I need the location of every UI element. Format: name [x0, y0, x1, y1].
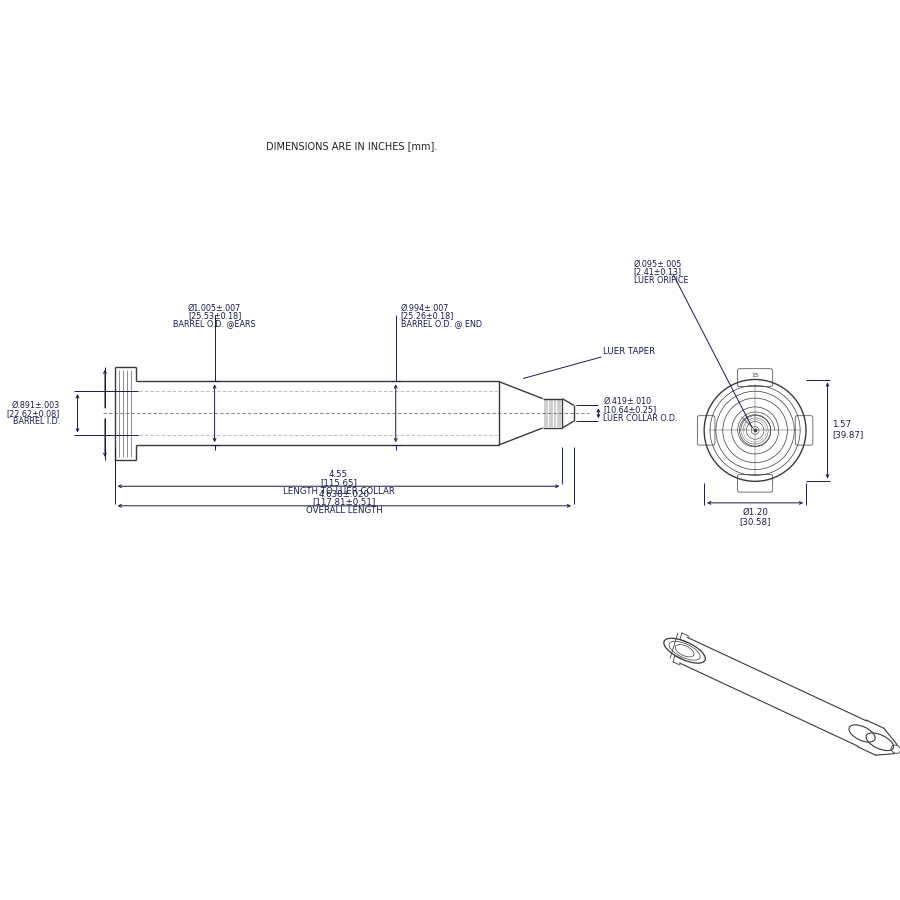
Text: Ø1.005±.007: Ø1.005±.007 [188, 303, 241, 312]
Text: DIMENSIONS ARE IN INCHES [mm].: DIMENSIONS ARE IN INCHES [mm]. [266, 141, 437, 151]
Text: [22.62±0.08]: [22.62±0.08] [6, 409, 60, 418]
Text: BARREL O.D. @EARS: BARREL O.D. @EARS [174, 320, 256, 328]
Text: Ø.994±.007: Ø.994±.007 [400, 303, 449, 312]
Text: BARREL O.D. @ END: BARREL O.D. @ END [400, 320, 482, 328]
Text: [117.81±0.51]: [117.81±0.51] [312, 498, 376, 507]
Text: Ø1.20: Ø1.20 [742, 508, 768, 518]
Text: Ø.419±.010: Ø.419±.010 [603, 397, 652, 406]
Text: [25.26±0.18]: [25.26±0.18] [400, 311, 454, 320]
Text: Ø.095±.005: Ø.095±.005 [634, 259, 682, 268]
Text: OVERALL LENGTH: OVERALL LENGTH [306, 506, 382, 515]
Text: 4.55: 4.55 [328, 470, 348, 479]
Text: LUER TAPER: LUER TAPER [603, 346, 655, 356]
Text: [10.64±0.25]: [10.64±0.25] [603, 405, 657, 414]
Text: [115.65]: [115.65] [320, 478, 357, 487]
Text: 4.638±.020: 4.638±.020 [319, 490, 370, 499]
Text: LUER COLLAR O.D.: LUER COLLAR O.D. [603, 414, 678, 423]
Text: [39.87]: [39.87] [832, 430, 864, 439]
Text: [25.53±0.18]: [25.53±0.18] [188, 311, 241, 320]
Text: Ø.891±.003: Ø.891±.003 [12, 400, 60, 410]
Text: 15: 15 [752, 374, 759, 378]
Text: [30.58]: [30.58] [740, 517, 770, 526]
Text: LENGTH TO LUER COLLAR: LENGTH TO LUER COLLAR [283, 487, 394, 496]
Text: LUER ORIFICE: LUER ORIFICE [634, 276, 688, 285]
Text: 1.57: 1.57 [832, 420, 851, 429]
Text: BARREL I.D.: BARREL I.D. [13, 417, 60, 426]
Text: [2.41±0.13]: [2.41±0.13] [634, 267, 682, 276]
